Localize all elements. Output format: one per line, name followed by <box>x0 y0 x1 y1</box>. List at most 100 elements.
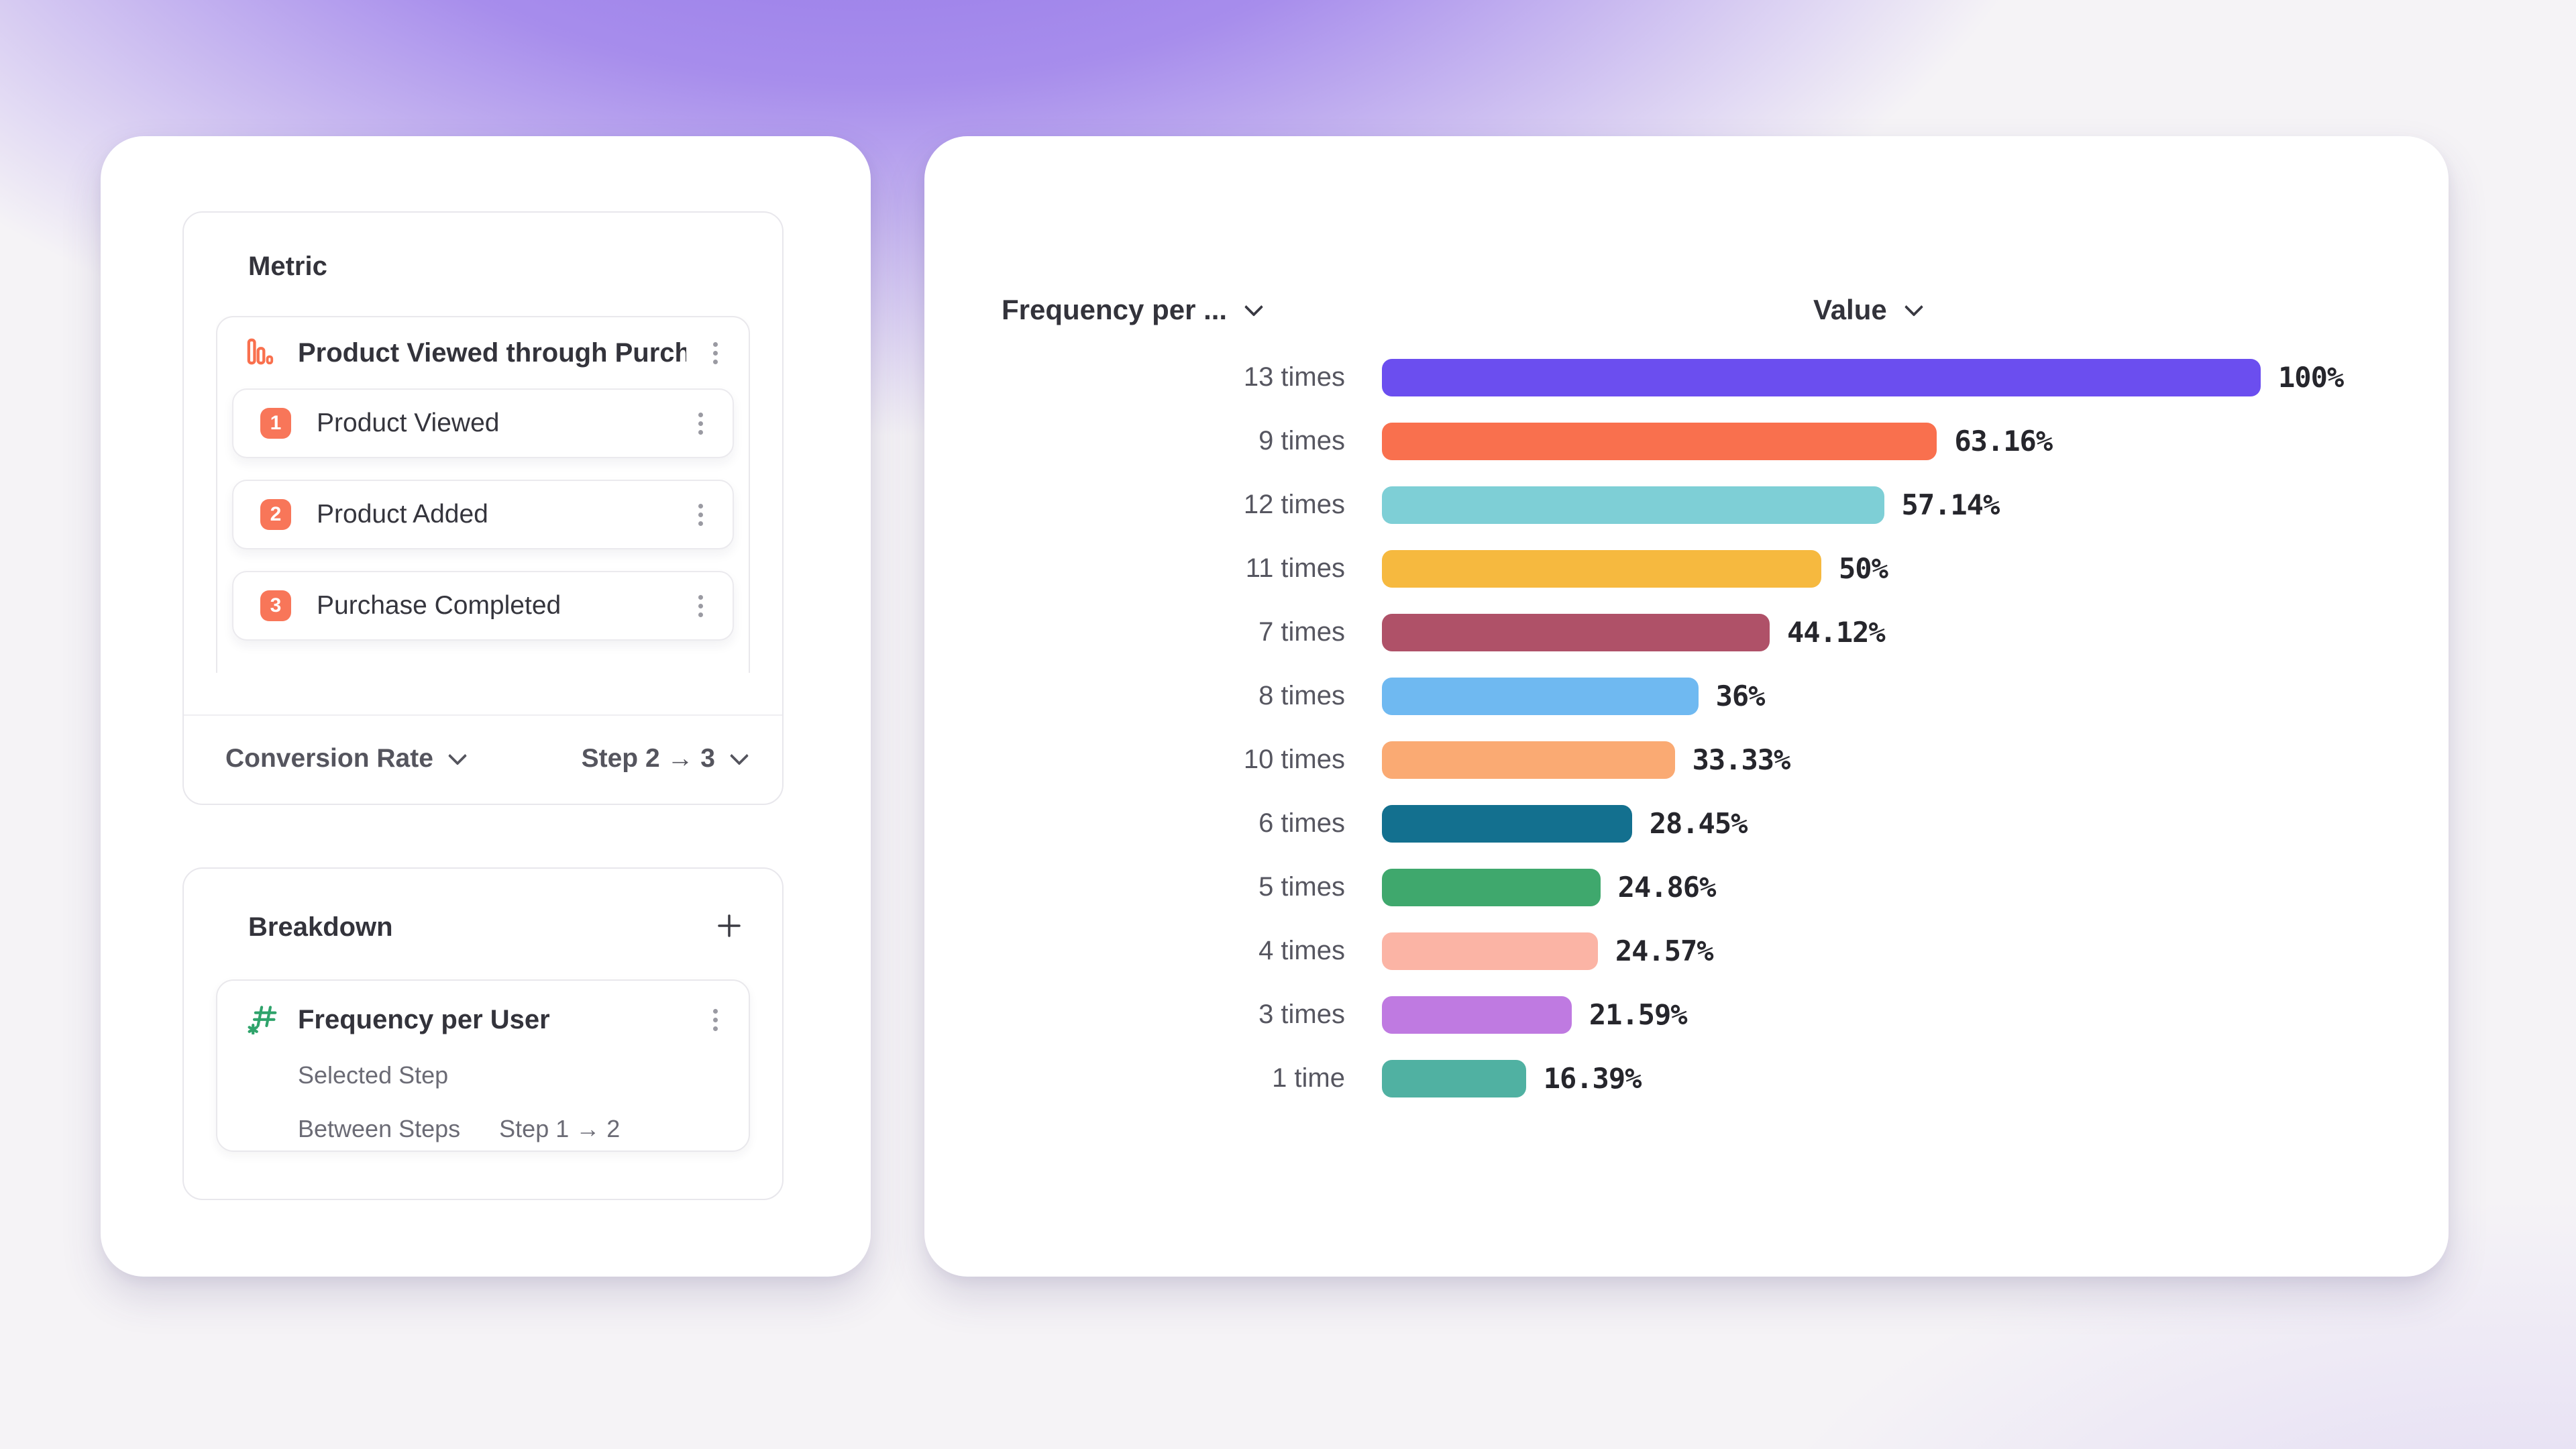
chevron-down-icon <box>1244 297 1264 317</box>
bar-zone: 63.16% <box>1382 422 2449 460</box>
bar[interactable] <box>1382 804 1632 843</box>
bar[interactable] <box>1382 422 1937 460</box>
step-range-dropdown[interactable]: Step 2 → 3 <box>581 743 749 773</box>
chart-row: 8 times 36% <box>924 664 2449 728</box>
bar-zone: 44.12% <box>1382 613 2449 651</box>
step-kebab-menu-icon[interactable] <box>694 591 707 621</box>
option-label: Selected Step <box>298 1061 449 1089</box>
bar-zone: 36% <box>1382 677 2449 715</box>
row-category-label: 10 times <box>1243 745 1345 774</box>
bar-value-label: 24.57% <box>1615 934 1714 967</box>
breakdown-option-selected-step[interactable]: Selected Step <box>298 1061 722 1089</box>
bar[interactable] <box>1382 613 1770 651</box>
metric-footer-divider <box>184 714 782 716</box>
row-category-label: 1 time <box>1272 1063 1345 1093</box>
row-category-label: 13 times <box>1243 362 1345 392</box>
query-builder-panel: Metric Product Viewed through Purch... <box>101 136 871 1277</box>
bar-value-label: 57.14% <box>1901 488 2000 521</box>
conversion-rate-dropdown[interactable]: Conversion Rate <box>225 743 468 773</box>
bar[interactable] <box>1382 932 1598 970</box>
breakdown-property-name: Frequency per User <box>298 1004 550 1034</box>
step-label: Product Added <box>317 500 488 529</box>
chart-row: 9 times 63.16% <box>924 409 2449 473</box>
step-number-badge: 2 <box>260 499 291 530</box>
bar-zone: 33.33% <box>1382 741 2449 779</box>
step-number-badge: 3 <box>260 590 291 621</box>
bar-value-label: 16.39% <box>1543 1062 1642 1095</box>
conversion-rate-label: Conversion Rate <box>225 743 433 773</box>
row-category-label: 12 times <box>1243 490 1345 519</box>
bar-zone: 21.59% <box>1382 996 2449 1034</box>
bar[interactable] <box>1382 358 2261 396</box>
chart-row: 6 times 28.45% <box>924 792 2449 855</box>
metric-section: Metric Product Viewed through Purch... <box>182 211 784 805</box>
bar-zone: 50% <box>1382 549 2449 588</box>
bar[interactable] <box>1382 1059 1526 1097</box>
row-category-label: 3 times <box>1258 1000 1345 1029</box>
funnel-step-row[interactable]: 2 Product Added <box>232 480 734 549</box>
chevron-down-icon <box>447 746 468 765</box>
metric-footer: Conversion Rate Step 2 → 3 <box>184 716 782 801</box>
breakdown-section-title: Breakdown <box>248 912 393 942</box>
category-column-header-dropdown[interactable]: Frequency per ... <box>1002 294 1264 326</box>
chart-row: 1 time 16.39% <box>924 1046 2449 1110</box>
step-label: Product Viewed <box>317 409 500 437</box>
bar-value-label: 44.12% <box>1786 616 1886 649</box>
option-label: Between Steps <box>298 1115 461 1142</box>
bar-zone: 100% <box>1382 358 2449 396</box>
row-category-label: 11 times <box>1245 553 1345 583</box>
option-value: Step 1 → 2 <box>499 1115 621 1142</box>
numeric-property-hash-icon <box>247 1002 278 1038</box>
funnel-steps: 1 Product Viewed 2 Product Added 3 Purch… <box>217 388 749 641</box>
funnel-step-row[interactable]: 1 Product Viewed <box>232 388 734 458</box>
row-category-label: 5 times <box>1258 872 1345 902</box>
breakdown-section: Breakdown Frequency per User <box>182 867 784 1200</box>
funnel-metric-header[interactable]: Product Viewed through Purch... <box>217 317 749 388</box>
bar[interactable] <box>1382 486 1884 524</box>
step-kebab-menu-icon[interactable] <box>694 500 707 530</box>
value-column-header-dropdown[interactable]: Value <box>1813 294 1923 326</box>
bar-value-label: 50% <box>1839 552 1888 585</box>
bar-zone: 24.57% <box>1382 932 2449 970</box>
step-kebab-menu-icon[interactable] <box>694 409 707 439</box>
step-label: Purchase Completed <box>317 591 561 620</box>
chart-panel: Frequency per ... Value 13 times 100% 9 … <box>924 136 2449 1277</box>
row-category-label: 7 times <box>1258 617 1345 647</box>
breakdown-option-between-steps[interactable]: Between Steps Step 1 → 2 <box>298 1115 722 1143</box>
bar-value-label: 28.45% <box>1649 807 1748 840</box>
breakdown-kebab-menu-icon[interactable] <box>709 1005 722 1035</box>
chart-rows: 13 times 100% 9 times 63.16% 12 times 57… <box>924 345 2449 1110</box>
breakdown-property-card[interactable]: Frequency per User Selected Step Between… <box>216 979 750 1152</box>
chart-row: 7 times 44.12% <box>924 600 2449 664</box>
chart-row: 13 times 100% <box>924 345 2449 409</box>
bar-value-label: 33.33% <box>1692 743 1791 776</box>
chart-row: 12 times 57.14% <box>924 473 2449 537</box>
bar[interactable] <box>1382 549 1821 588</box>
bar[interactable] <box>1382 868 1601 906</box>
bar-zone: 57.14% <box>1382 486 2449 524</box>
funnel-kebab-menu-icon[interactable] <box>709 338 722 368</box>
add-breakdown-button[interactable] <box>715 912 743 943</box>
step-range-label: Step 2 → 3 <box>581 743 715 773</box>
funnel-list-clip: Product Viewed through Purch... 1 Produc… <box>216 316 750 673</box>
value-column-header-label: Value <box>1813 294 1887 325</box>
bar-zone: 16.39% <box>1382 1059 2449 1097</box>
bar-value-label: 63.16% <box>1954 425 2053 458</box>
chart-row: 11 times 50% <box>924 537 2449 600</box>
funnel-metric-card[interactable]: Product Viewed through Purch... 1 Produc… <box>216 316 750 673</box>
funnel-step-row[interactable]: 3 Purchase Completed <box>232 571 734 641</box>
funnel-metric-name: Product Viewed through Purch... <box>298 337 686 368</box>
bar[interactable] <box>1382 677 1699 715</box>
bar[interactable] <box>1382 741 1675 779</box>
chart-row: 4 times 24.57% <box>924 919 2449 983</box>
metric-section-title: Metric <box>248 252 327 281</box>
funnel-bars-icon <box>247 337 275 370</box>
bar-value-label: 24.86% <box>1617 871 1717 904</box>
row-category-label: 9 times <box>1258 426 1345 455</box>
row-category-label: 8 times <box>1258 681 1345 710</box>
chart-row: 5 times 24.86% <box>924 855 2449 919</box>
bar-zone: 24.86% <box>1382 868 2449 906</box>
row-category-label: 4 times <box>1258 936 1345 965</box>
chart-row: 10 times 33.33% <box>924 728 2449 792</box>
bar[interactable] <box>1382 996 1572 1034</box>
